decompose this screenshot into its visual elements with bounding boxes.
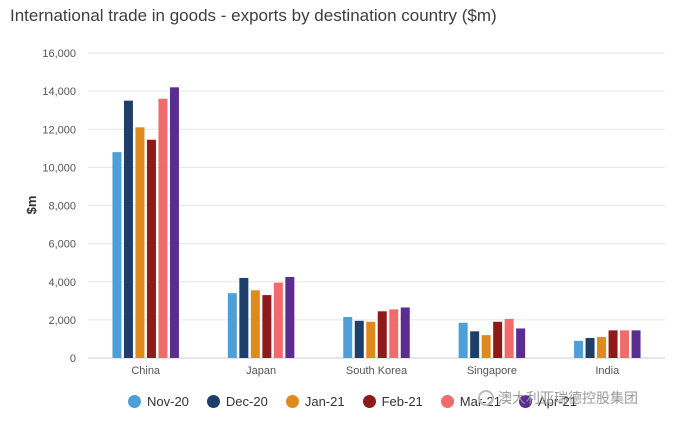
y-tick-label: 10,000 [42,162,76,174]
bar [112,152,122,358]
y-tick-label: 16,000 [42,48,76,60]
x-axis-ticks: China Japan South Korea Singapore India [131,365,620,377]
chart-title: International trade in goods - exports b… [10,6,497,25]
legend-item[interactable]: Nov-20 [128,394,189,409]
bar [354,320,364,358]
x-tick-label: Singapore [467,365,517,377]
x-tick-label: China [131,365,161,377]
legend-item[interactable]: Jan-21 [285,394,345,409]
legend-label: Jan-21 [304,394,345,409]
bar [377,311,387,358]
y-tick-label: 0 [70,353,76,365]
legend-item[interactable]: Apr-21 [518,394,578,409]
legend-item[interactable]: Feb-21 [362,394,423,409]
bar [158,98,168,358]
bar [458,322,468,358]
watermark-text: 澳大利亚瑞德控股集团 [498,390,638,406]
y-axis-label: $m [24,196,39,215]
bar [620,330,630,358]
bar [400,307,410,358]
y-tick-label: 2,000 [48,315,76,327]
bar [574,340,584,358]
legend-label: Feb-21 [381,394,423,409]
bar [481,335,491,358]
bar [585,337,595,358]
legend: Nov-20 Dec-20 Jan-21 Feb-21 Mar-21 Apr-21 [128,394,577,409]
legend-label: Apr-21 [537,394,578,409]
bar [493,321,503,358]
x-tick-label: South Korea [346,365,408,377]
bars [112,87,641,358]
legend-swatch [206,395,220,408]
grid-lines [88,52,665,359]
wechat-icon [478,390,494,406]
bar [516,328,526,358]
bar [146,139,156,358]
x-tick-label: Japan [246,365,276,377]
y-tick-label: 6,000 [48,239,76,251]
legend-item[interactable]: Dec-20 [206,394,268,409]
bar [366,321,376,358]
bar [135,127,145,358]
bar [597,337,607,358]
bar [470,331,480,358]
y-tick-label: 8,000 [48,201,76,213]
y-tick-label: 14,000 [42,86,76,98]
bar-chart: 0 2,000 4,000 6,000 8,000 10,000 12,000 14,000 1… [24,48,665,377]
bar [389,309,399,358]
bar [239,277,249,358]
legend-label: Nov-20 [147,394,189,409]
watermark: 澳大利亚瑞德控股集团 [478,388,638,408]
bar [227,293,237,358]
y-axis-ticks: 0 2,000 4,000 6,000 8,000 10,000 12,000 14,000 1… [42,48,76,365]
bar [273,282,283,358]
x-tick-label: India [595,365,620,377]
bar [285,276,295,358]
bar [608,330,618,358]
bar [631,330,641,358]
bar [343,317,353,358]
legend-swatch [285,395,299,408]
y-tick-label: 12,000 [42,124,76,136]
legend-swatch [362,395,376,408]
legend-swatch [128,395,141,408]
bar [504,318,514,358]
bar [169,87,179,358]
bar [262,295,272,358]
bar [250,290,260,358]
legend-label: Dec-20 [225,394,268,409]
legend-swatch [440,395,454,408]
y-tick-label: 4,000 [48,277,76,289]
bar [123,100,133,358]
legend-swatch [518,395,532,408]
